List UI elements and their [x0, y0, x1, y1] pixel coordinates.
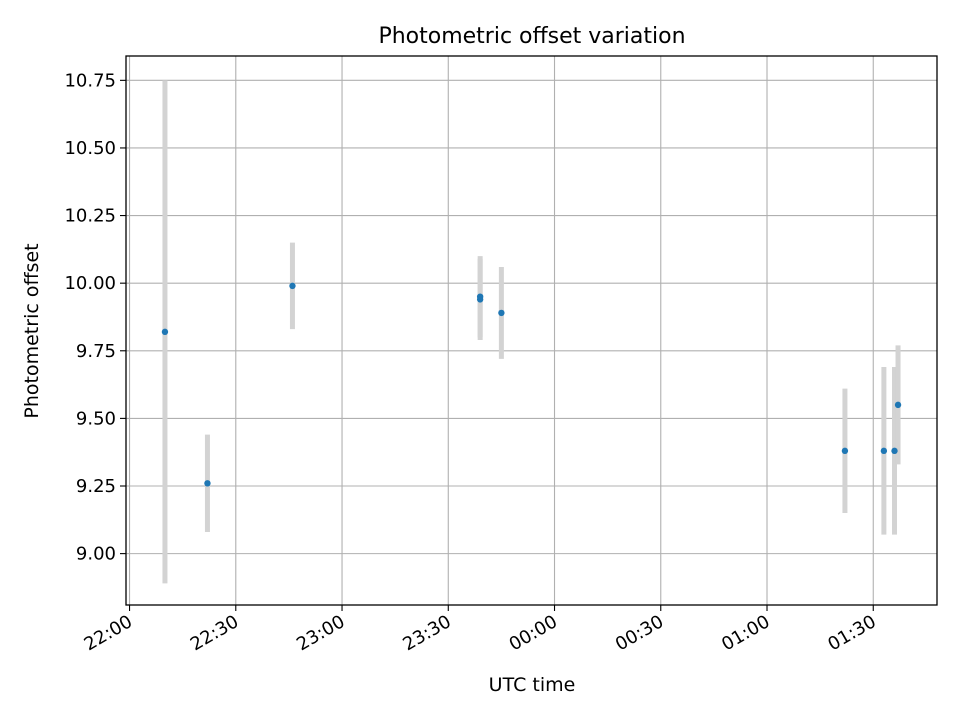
- errorbar-layer: [162, 80, 901, 584]
- y-axis-ticks: 9.00 9.25 9.50 9.75 10.00 10.25 10.50 10.75: [64, 70, 126, 565]
- x-axis-label: UTC time: [489, 674, 576, 696]
- data-point: [894, 401, 902, 409]
- x-tick-label: 22:00: [81, 611, 136, 655]
- x-tick-label: 00:00: [506, 611, 561, 655]
- x-tick-label: 00:30: [612, 611, 667, 655]
- y-tick-label: 10.25: [64, 206, 116, 227]
- y-tick-label: 9.50: [76, 408, 116, 429]
- y-tick-label: 10.50: [64, 138, 116, 159]
- data-point: [204, 480, 211, 487]
- data-point: [476, 293, 484, 300]
- data-point: [289, 282, 296, 290]
- y-tick-label: 9.75: [76, 341, 116, 362]
- data-point: [498, 309, 505, 317]
- data-point: [880, 447, 888, 455]
- y-tick-label: 10.75: [64, 70, 116, 91]
- data-point: [891, 447, 898, 455]
- data-point: [161, 328, 169, 336]
- plot-frame: [125, 55, 938, 606]
- x-tick-label: 01:00: [718, 611, 773, 655]
- chart-title: Photometric offset variation: [378, 24, 685, 49]
- x-tick-label: 23:30: [399, 611, 454, 655]
- y-tick-label: 9.00: [76, 544, 116, 565]
- x-tick-label: 01:30: [824, 611, 879, 655]
- grid-layer: [126, 56, 937, 605]
- y-tick-label: 10.00: [64, 273, 116, 294]
- data-point: [841, 447, 849, 455]
- x-tick-label: 22:30: [187, 611, 242, 655]
- point-layer: [161, 282, 902, 487]
- x-tick-label: 23:00: [293, 611, 348, 655]
- y-axis-label: Photometric offset: [21, 243, 43, 418]
- x-axis-ticks: 22:00 22:30 23:00 23:30 00:00 00:30 01:00 01:30: [81, 605, 880, 655]
- y-tick-label: 9.25: [76, 476, 116, 497]
